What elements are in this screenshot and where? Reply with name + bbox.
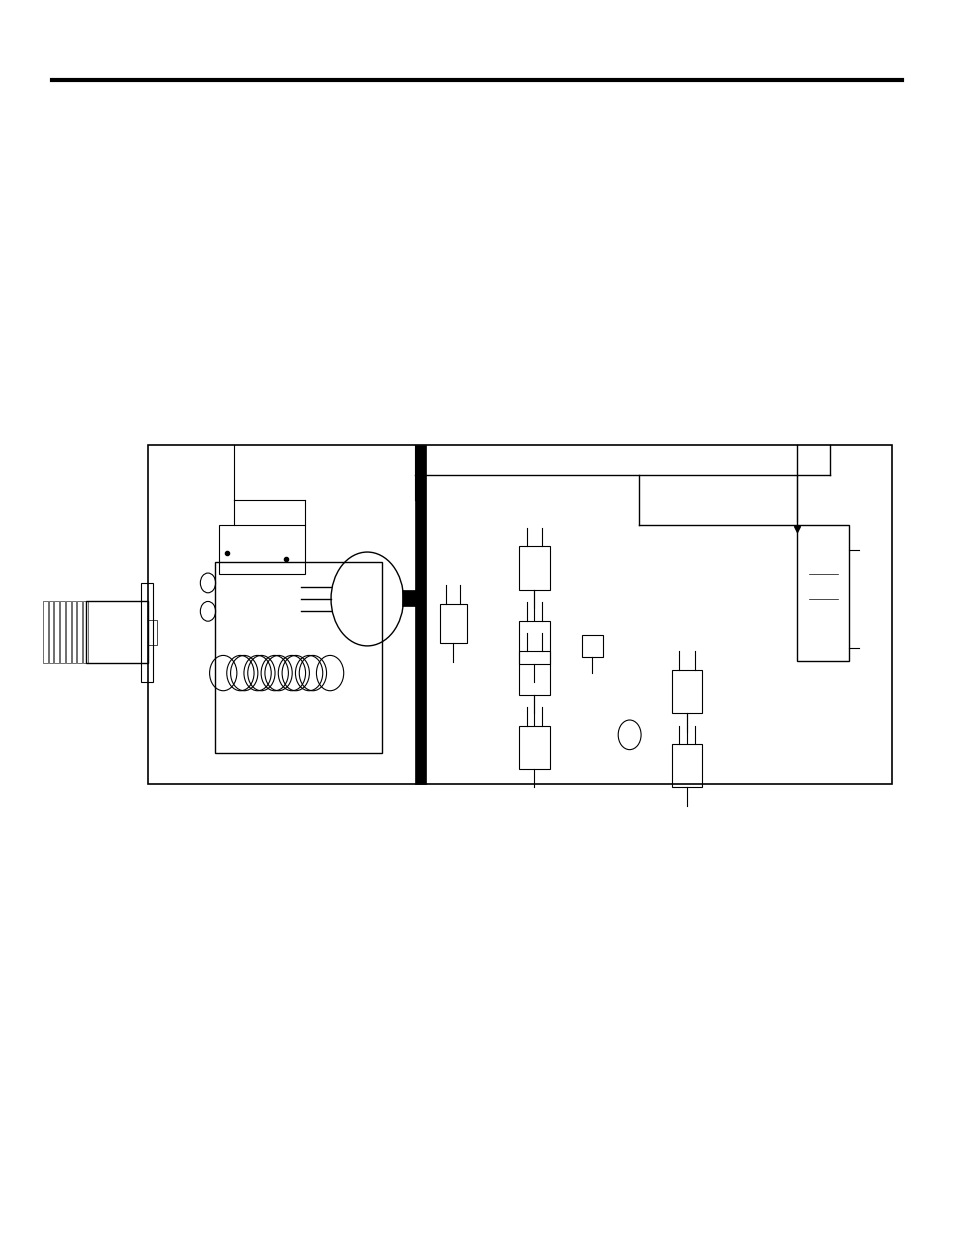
Bar (60, 601, 65, 663)
Bar (66, 601, 71, 663)
Bar (219, 525, 305, 574)
Bar (148, 620, 157, 645)
Bar (401, 590, 416, 606)
Bar (141, 583, 152, 682)
Bar (54, 601, 59, 663)
Bar (214, 562, 381, 753)
Bar (71, 601, 76, 663)
Bar (43, 601, 48, 663)
Bar (77, 601, 82, 663)
Bar (518, 546, 549, 589)
Bar (83, 601, 88, 663)
Bar (581, 635, 602, 657)
Bar (148, 445, 891, 784)
Bar (415, 445, 426, 784)
Bar (518, 726, 549, 768)
Bar (439, 604, 466, 643)
Bar (671, 671, 701, 714)
Bar (796, 525, 848, 661)
Bar (518, 620, 549, 664)
Bar (49, 601, 53, 663)
Bar (671, 743, 701, 788)
Bar (86, 601, 148, 663)
Bar (518, 652, 549, 695)
